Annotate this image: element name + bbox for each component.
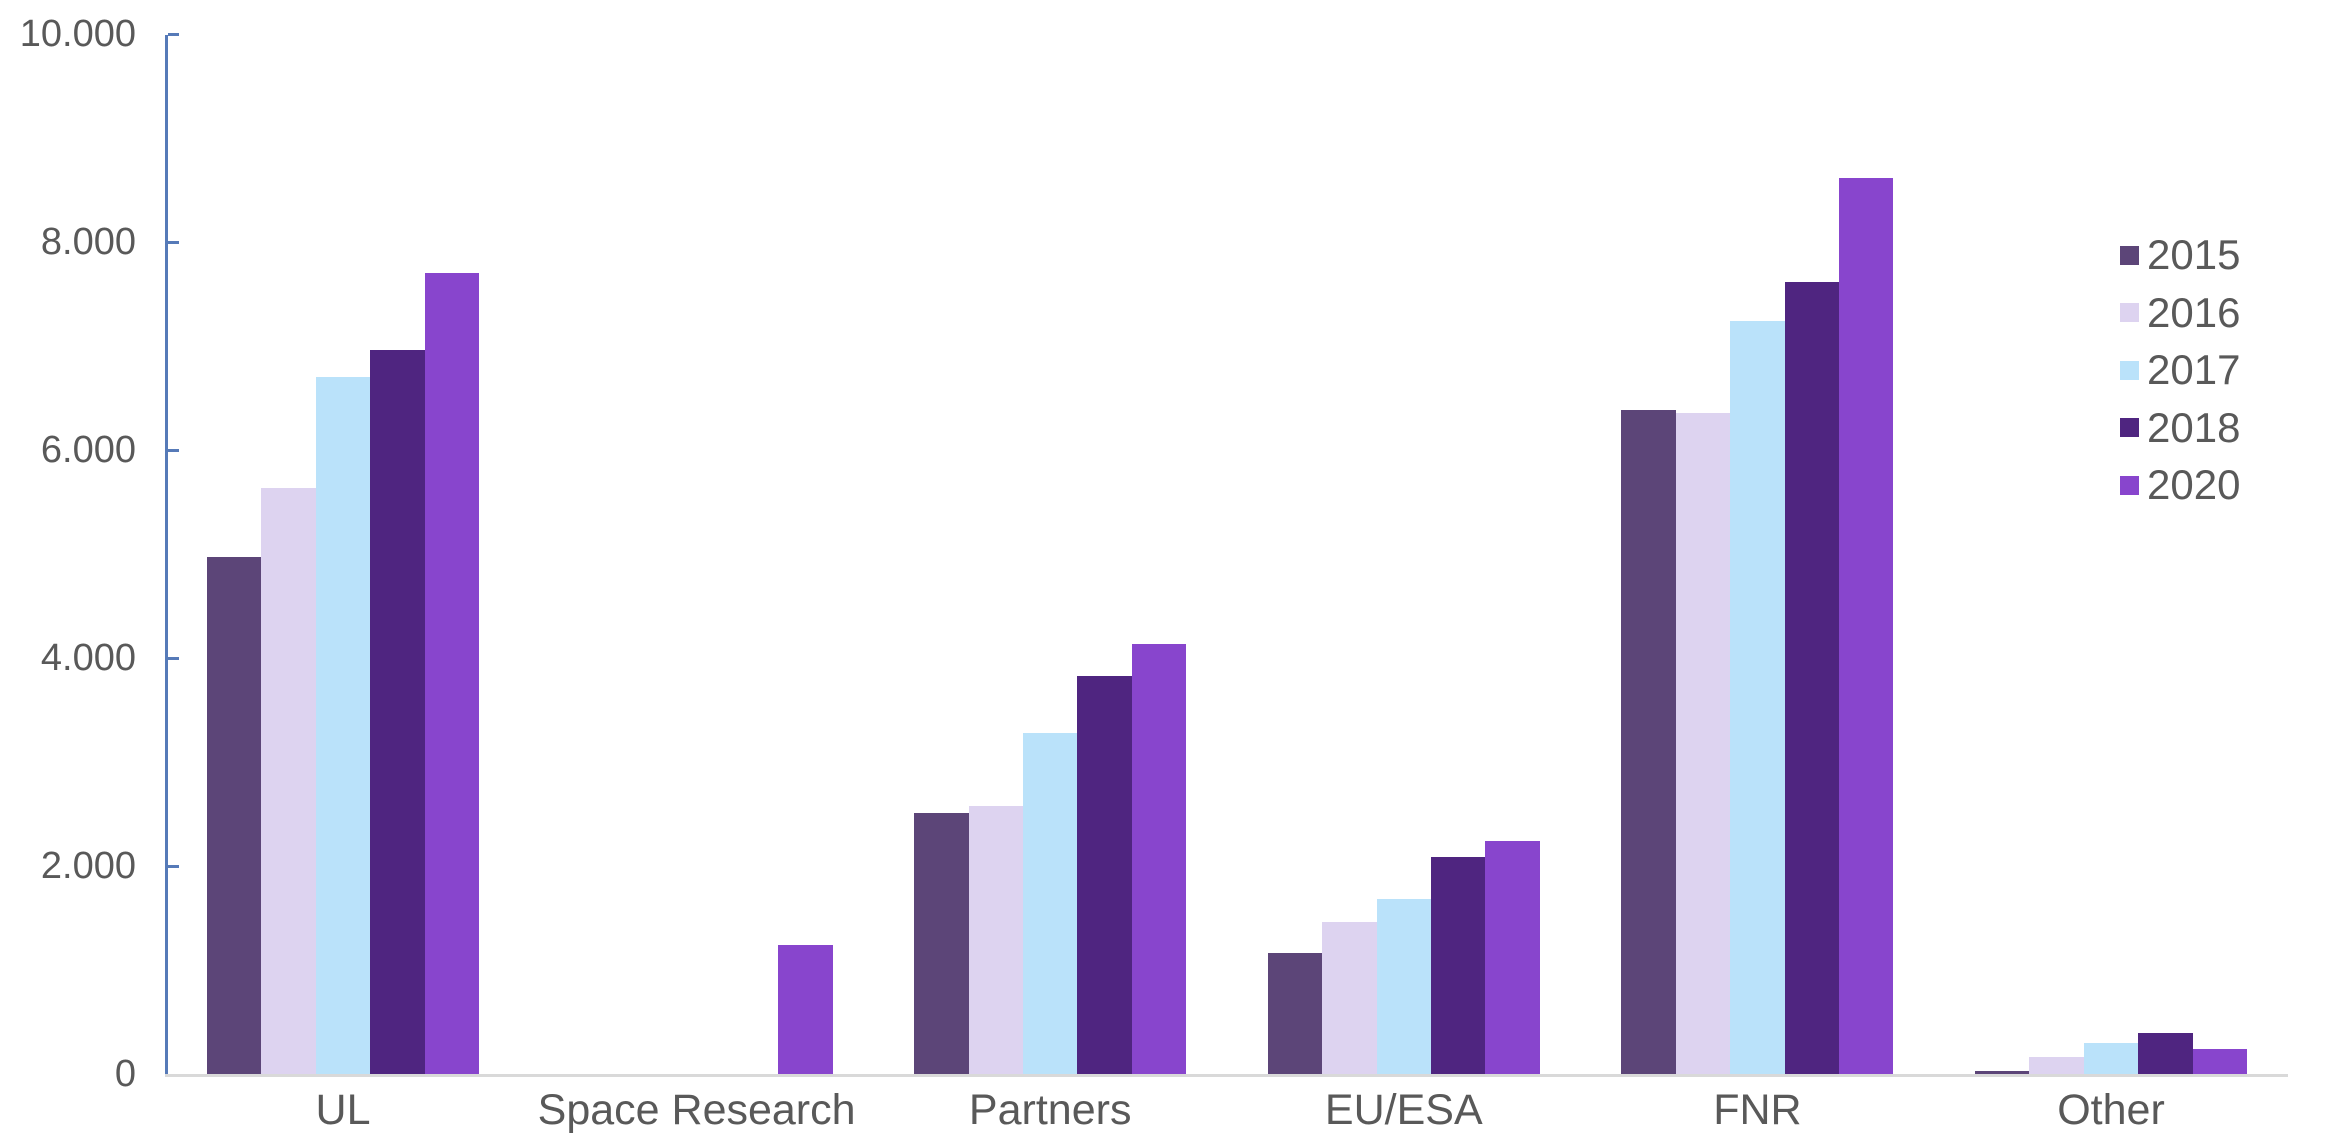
bar-2020-Space Research[interactable]	[778, 945, 833, 1074]
bar-2020-UL[interactable]	[424, 273, 479, 1074]
legend-label: 2017	[2147, 346, 2241, 394]
bar-2018-EU/ESA[interactable]	[1431, 856, 1486, 1074]
bar-2015-EU/ESA[interactable]	[1267, 953, 1323, 1074]
y-axis-tick	[168, 32, 179, 36]
bar-2018-Partners[interactable]	[1077, 675, 1132, 1074]
y-axis-tick-label: 6.000	[40, 429, 136, 471]
y-axis-tick	[168, 864, 179, 868]
legend-item-2016[interactable]: 2016	[2120, 288, 2241, 336]
x-axis-line	[165, 1074, 2288, 1077]
legend-marker-2017	[2120, 360, 2139, 380]
x-axis-category-label: EU/ESA	[1324, 1086, 1483, 1134]
legend-label: 2016	[2147, 288, 2241, 336]
bar-2018-UL[interactable]	[370, 350, 425, 1074]
y-axis-tick-label: 10.000	[19, 13, 136, 55]
y-axis-tick-label: 2.000	[40, 845, 136, 887]
bar-2017-UL[interactable]	[315, 377, 371, 1074]
legend-item-2020[interactable]: 2020	[2120, 461, 2241, 509]
y-axis-tick	[168, 656, 179, 660]
y-axis-tick-label: 4.000	[40, 637, 136, 679]
bar-2015-Partners[interactable]	[914, 812, 969, 1074]
legend-marker-2018	[2120, 418, 2139, 438]
legend-item-2017[interactable]: 2017	[2120, 346, 2241, 394]
bar-2020-Partners[interactable]	[1131, 644, 1187, 1074]
bar-2016-UL[interactable]	[261, 488, 316, 1074]
legend-item-2015[interactable]: 2015	[2120, 231, 2241, 278]
bar-2017-Partners[interactable]	[1023, 732, 1078, 1074]
bar-2018-FNR[interactable]	[1784, 281, 1839, 1074]
bar-2018-Other[interactable]	[2138, 1033, 2193, 1074]
y-axis-tick-label: 0	[114, 1053, 136, 1095]
bar-2020-EU/ESA[interactable]	[1485, 841, 1540, 1074]
legend-label: 2020	[2147, 461, 2241, 509]
x-axis-category-label: UL	[315, 1086, 371, 1134]
bar-2015-Other[interactable]	[1975, 1070, 2030, 1074]
legend-marker-2016	[2120, 303, 2139, 323]
bar-2017-FNR[interactable]	[1730, 321, 1785, 1074]
legend-item-2018[interactable]: 2018	[2120, 403, 2241, 451]
bar-2015-UL[interactable]	[207, 557, 262, 1074]
legend-marker-2015	[2120, 245, 2139, 265]
legend-label: 2015	[2147, 231, 2241, 278]
legend-label: 2018	[2147, 403, 2241, 451]
x-axis-category-label: Other	[2057, 1086, 2165, 1134]
bar-2016-FNR[interactable]	[1675, 412, 1731, 1074]
bar-2017-Other[interactable]	[2083, 1042, 2139, 1074]
bar-2016-EU/ESA[interactable]	[1322, 922, 1377, 1074]
bar-2016-Other[interactable]	[2029, 1057, 2084, 1074]
x-axis-category-label: Partners	[968, 1086, 1132, 1134]
bar-2015-FNR[interactable]	[1621, 410, 1676, 1074]
bar-2020-FNR[interactable]	[1839, 177, 1894, 1074]
legend-marker-2020	[2120, 475, 2139, 495]
y-axis-tick	[168, 448, 179, 452]
y-axis-line	[165, 35, 168, 1077]
bar-2017-EU/ESA[interactable]	[1376, 899, 1431, 1074]
y-axis-tick-label: 8.000	[40, 221, 136, 263]
y-axis-tick	[168, 240, 179, 244]
x-axis-category-label: Space Research	[537, 1086, 856, 1134]
bar-2020-Other[interactable]	[2192, 1049, 2247, 1074]
bar-2016-Partners[interactable]	[968, 805, 1023, 1074]
x-axis-category-label: FNR	[1713, 1086, 1802, 1134]
